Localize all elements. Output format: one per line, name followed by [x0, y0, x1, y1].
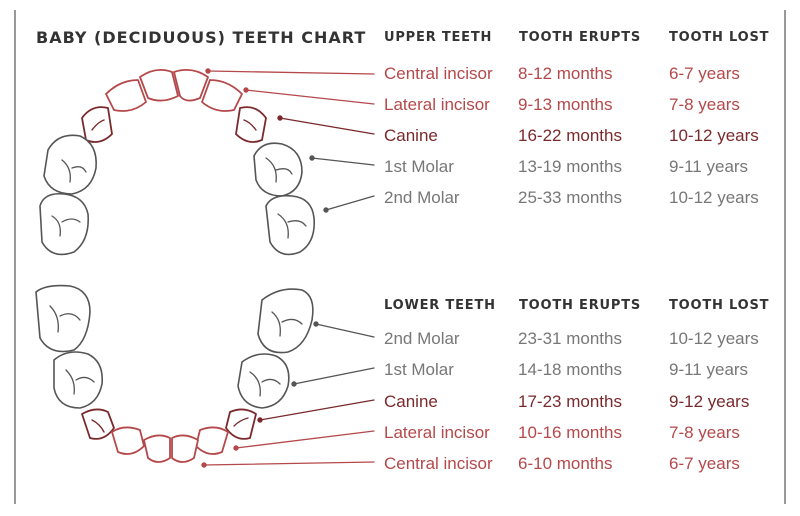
upper-left-lateral-incisor — [201, 79, 243, 112]
lower-row-3-lost: 9-12 years — [669, 392, 750, 411]
upper-row-4-erupts: 13-19 months — [518, 157, 622, 176]
lower-row-2-tooth: 1st Molar — [384, 360, 454, 379]
leader-lower-central-incisor — [203, 461, 375, 466]
upper-right-first-molar-groove — [61, 159, 87, 183]
left-frame-line — [14, 10, 16, 504]
leader-dot-upper-canine — [277, 115, 283, 121]
lower-row-3-tooth: Canine — [384, 392, 438, 411]
upper-row-4-tooth: 1st Molar — [384, 157, 454, 176]
lower-left-lateral-incisor — [195, 426, 229, 455]
upper-left-second-molar — [265, 194, 316, 256]
upper-right-second-molar-groove — [51, 215, 81, 237]
leader-dot-lower-central-incisor — [201, 462, 207, 468]
upper-row-1-lost: 6-7 years — [669, 64, 740, 83]
lower-row-1-lost: 10-12 years — [669, 329, 759, 348]
lower-teeth-header: LOWER TEETH — [384, 298, 496, 313]
leader-dot-upper-second-molar — [323, 207, 329, 213]
upper-row-3-lost: 10-12 years — [669, 126, 759, 145]
lower-row-5-tooth: Central incisor — [384, 454, 493, 473]
leader-lower-canine — [259, 399, 375, 421]
leader-dot-lower-first-molar — [291, 381, 297, 387]
lower-right-second-molar — [35, 284, 91, 353]
lower-right-first-molar — [53, 351, 104, 409]
chart-title: BABY (DECIDUOUS) TEETH CHART — [36, 28, 367, 47]
upper-row-2-erupts: 9-13 months — [518, 95, 613, 114]
leader-dot-upper-first-molar — [309, 155, 315, 161]
lower-left-central-incisor — [171, 434, 199, 463]
leader-lower-lateral-incisor — [235, 430, 375, 449]
lower-row-5-erupts: 6-10 months — [518, 454, 613, 473]
lower-row-4-erupts: 10-16 months — [518, 423, 622, 442]
lower-left-canine — [225, 408, 257, 440]
upper-row-5-tooth: 2nd Molar — [384, 188, 460, 207]
leader-upper-first-molar — [311, 157, 375, 166]
upper-row-1-erupts: 8-12 months — [518, 64, 613, 83]
lower-right-first-molar-groove — [65, 369, 95, 395]
lower-row-1-tooth: 2nd Molar — [384, 329, 460, 348]
upper-left-first-molar-groove — [265, 157, 293, 183]
lower-left-canine-ridge — [233, 417, 249, 427]
upper-erupts-header: TOOTH ERUPTS — [519, 30, 642, 45]
upper-left-canine-ridge — [243, 119, 257, 131]
lower-row-1-erupts: 23-31 months — [518, 329, 622, 348]
leader-dot-lower-canine — [257, 417, 263, 423]
upper-left-central-incisor — [173, 68, 209, 102]
upper-row-3-erupts: 16-22 months — [518, 126, 622, 145]
lower-row-4-lost: 7-8 years — [669, 423, 740, 442]
lower-right-second-molar-groove — [49, 305, 81, 333]
upper-teeth-header: UPPER TEETH — [384, 30, 493, 45]
lower-row-4-tooth: Lateral incisor — [384, 423, 490, 442]
leader-upper-central-incisor — [207, 70, 375, 75]
upper-row-3-tooth: Canine — [384, 126, 438, 145]
upper-row-4-lost: 9-11 years — [669, 157, 749, 176]
leader-lower-second-molar — [315, 323, 375, 338]
upper-left-second-molar-groove — [277, 213, 307, 239]
leader-upper-second-molar — [325, 195, 375, 211]
upper-right-central-incisor — [139, 68, 179, 102]
lower-row-2-lost: 9-11 years — [669, 360, 749, 379]
upper-row-5-lost: 10-12 years — [669, 188, 759, 207]
upper-row-1-tooth: Central incisor — [384, 64, 493, 83]
lower-left-first-molar-groove — [249, 371, 281, 397]
lower-right-central-incisor — [143, 434, 171, 463]
leader-dot-upper-lateral-incisor — [243, 87, 249, 93]
upper-lost-header: TOOTH LOST — [669, 30, 770, 45]
upper-row-2-tooth: Lateral incisor — [384, 95, 490, 114]
lower-lost-header: TOOTH LOST — [669, 298, 770, 313]
right-frame-line — [784, 10, 786, 504]
upper-right-first-molar — [43, 134, 97, 195]
leader-lower-first-molar — [293, 367, 375, 385]
lower-right-canine-ridge — [91, 419, 105, 433]
lower-right-lateral-incisor — [111, 426, 145, 455]
upper-row-5-erupts: 25-33 months — [518, 188, 622, 207]
upper-row-2-lost: 7-8 years — [669, 95, 740, 114]
leader-dot-lower-lateral-incisor — [233, 445, 239, 451]
upper-right-second-molar — [39, 192, 90, 256]
upper-right-canine-ridge — [91, 119, 105, 131]
leader-dot-lower-second-molar — [313, 321, 319, 327]
leader-upper-lateral-incisor — [245, 89, 375, 105]
leader-upper-canine — [279, 117, 375, 135]
lower-row-2-erupts: 14-18 months — [518, 360, 622, 379]
lower-left-second-molar-groove — [271, 311, 303, 337]
lower-row-5-lost: 6-7 years — [669, 454, 740, 473]
upper-right-lateral-incisor — [105, 79, 147, 112]
lower-row-3-erupts: 17-23 months — [518, 392, 622, 411]
leader-dot-upper-central-incisor — [205, 68, 211, 74]
lower-erupts-header: TOOTH ERUPTS — [519, 298, 642, 313]
